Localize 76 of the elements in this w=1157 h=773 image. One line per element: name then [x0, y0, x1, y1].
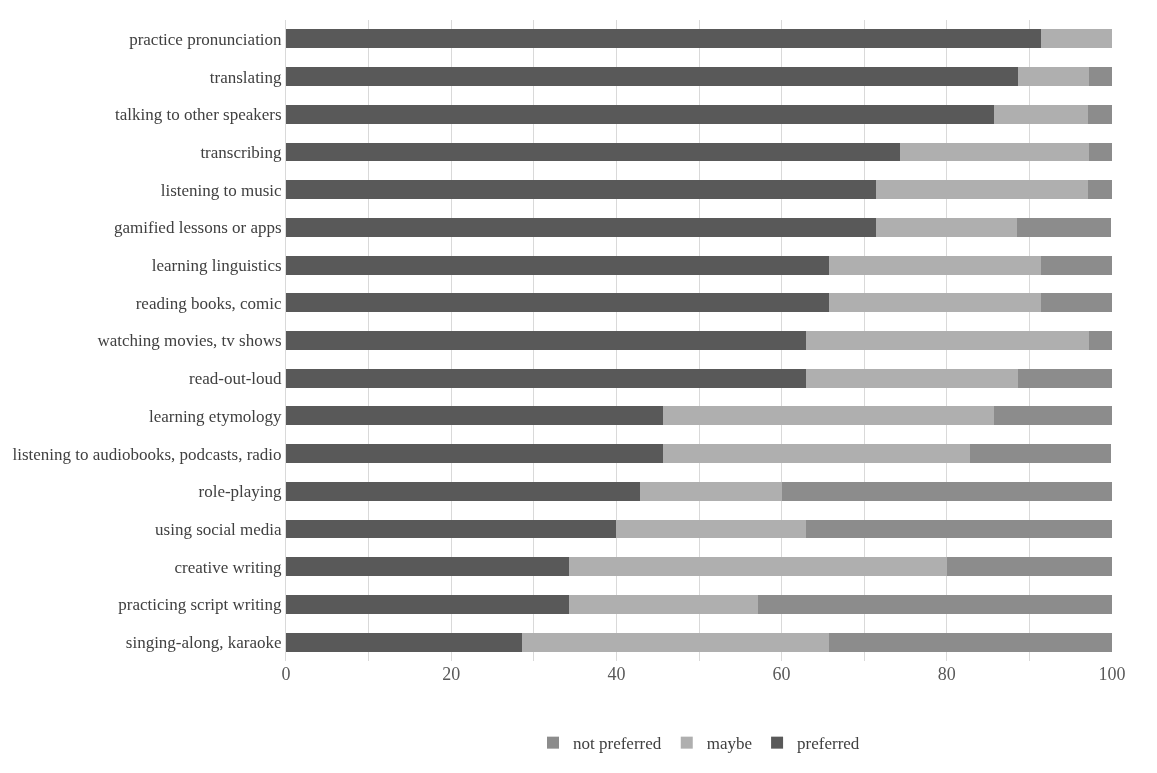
- x-tick-label: 60: [772, 664, 791, 684]
- y-tick-label: talking to other speakers: [114, 105, 282, 125]
- bar: [286, 255, 829, 275]
- bar: [286, 180, 876, 200]
- bar: [1040, 293, 1112, 313]
- bar: [522, 632, 829, 652]
- y-tick-label: practice pronunciation: [129, 29, 283, 49]
- legend-label: not preferred: [573, 734, 662, 754]
- bar: [286, 331, 806, 350]
- bar: [1088, 331, 1112, 350]
- bar: [875, 217, 1018, 237]
- legend-label: preferred: [797, 734, 860, 754]
- y-tick-label: using social media: [155, 519, 283, 539]
- y-tick-label: watching movies, tv shows: [97, 331, 282, 351]
- bar: [1088, 67, 1112, 86]
- bar: [828, 632, 1112, 652]
- bar: [1088, 142, 1112, 162]
- bar: [758, 595, 1112, 614]
- bar: [663, 406, 994, 426]
- bar: [286, 29, 1041, 49]
- y-tick-label: listening to audiobooks, podcasts, radio: [12, 444, 282, 464]
- bar: [1040, 29, 1112, 49]
- bar: [781, 481, 1112, 501]
- bar: [875, 180, 1089, 200]
- bar: [286, 444, 664, 464]
- y-tick-label: read-out-loud: [189, 369, 283, 389]
- y-tick-label: listening to music: [160, 180, 283, 200]
- bar: [663, 444, 970, 464]
- legend-label: maybe: [706, 734, 753, 754]
- bar: [286, 406, 664, 426]
- x-tick-label: 0: [281, 664, 291, 684]
- bar: [286, 217, 876, 237]
- bar: [286, 368, 806, 388]
- bar: [993, 406, 1112, 426]
- x-tick-label: 20: [442, 664, 461, 684]
- bar: [1017, 67, 1089, 86]
- x-tick-label: 40: [607, 664, 626, 684]
- bar: [1040, 255, 1112, 275]
- bar: [286, 595, 570, 614]
- bar: [993, 104, 1089, 124]
- y-tick-label: translating: [209, 67, 283, 87]
- bar: [805, 368, 1018, 388]
- x-tick-label: 80: [937, 664, 956, 684]
- bar: [286, 481, 641, 501]
- bar: [616, 519, 806, 539]
- y-tick-label: transcribing: [200, 142, 283, 162]
- bar: [805, 331, 1089, 350]
- bar: [969, 444, 1112, 464]
- bar: [286, 293, 829, 313]
- y-tick-label: learning linguistics: [151, 256, 282, 276]
- y-tick-label: creative writing: [174, 557, 283, 577]
- bar: [1017, 217, 1112, 237]
- bar: [286, 519, 617, 539]
- bar: [828, 255, 1041, 275]
- x-tick-label: 100: [1098, 664, 1126, 684]
- y-tick-label: gamified lessons or apps: [113, 218, 282, 238]
- bar: [286, 104, 994, 124]
- bar: [286, 557, 570, 577]
- y-tick-label: role-playing: [198, 482, 283, 502]
- bar: [805, 519, 1112, 539]
- bar: [286, 142, 900, 162]
- bar: [899, 142, 1089, 162]
- bar: [640, 481, 782, 501]
- bar: [569, 557, 947, 577]
- bar: [1017, 368, 1112, 388]
- y-tick-label: practicing script writing: [118, 595, 283, 615]
- y-tick-label: reading books, comic: [135, 293, 283, 313]
- bar: [946, 557, 1112, 577]
- y-tick-label: singing-along, karaoke: [125, 633, 282, 653]
- bar: [828, 293, 1041, 313]
- bar: [569, 595, 759, 614]
- bar: [1088, 180, 1112, 200]
- bar: [1088, 104, 1112, 124]
- bar: [286, 632, 523, 652]
- y-tick-label: learning etymology: [148, 406, 283, 426]
- bar: [286, 67, 1018, 86]
